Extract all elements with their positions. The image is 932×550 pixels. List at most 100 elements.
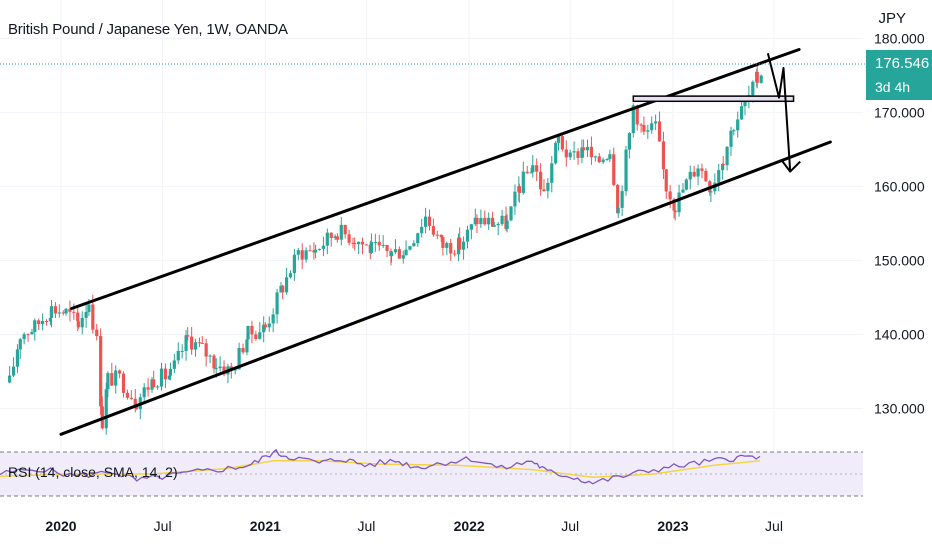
candle-body [704,170,708,182]
candle-body [546,182,550,192]
candle-body [542,189,546,192]
candle-body [186,335,190,337]
candle-body [677,192,681,213]
candle-body [373,241,377,243]
candle-body [585,146,590,151]
time-tick-label: 2020 [45,518,76,534]
candle-body [576,151,580,158]
candle-body [597,156,601,163]
candle-body [347,234,351,243]
candle-body [314,249,318,253]
candle-body [517,186,521,193]
rsi-indicator-label[interactable]: RSI (14, close, SMA, 14, 2) [8,464,178,480]
candle-body [351,242,355,244]
candle-body [496,223,500,226]
candle-body [22,334,26,340]
candle-body [560,136,564,150]
candle-body [654,121,658,124]
price-tick-label: 170.000 [874,104,925,120]
candle-body [743,101,747,107]
candle-body [732,130,736,132]
candle-body [121,373,126,393]
candle-body [688,171,692,180]
candle-body [37,320,41,325]
candle-body [288,273,293,278]
candle-body [95,329,99,337]
candle-body [61,312,65,314]
candle-body [104,389,108,429]
resistance-zone [632,95,795,103]
candle-body [155,386,160,388]
candle-body [529,172,533,174]
candle-body [360,241,365,245]
candle-body [197,342,202,344]
candle-body [168,368,173,376]
price-tick-label: 150.000 [874,252,925,268]
candle-body [487,217,491,225]
candle-body [631,105,635,134]
candle-body [258,332,262,339]
candle-body [684,179,688,190]
candle-body [152,379,156,388]
candle-body [612,154,616,185]
candle-body [673,210,677,213]
candle-body [717,170,721,183]
candle-body [142,387,146,398]
candle-body [312,250,316,253]
candle-body [53,306,58,314]
candle-body [296,250,300,255]
last-price-badge: 176.546 3d 4h [866,50,932,100]
time-tick-label: Jul [154,518,172,534]
candle-body [15,349,20,367]
candle-body [725,146,729,166]
candle-body [475,217,479,225]
candle-body [279,285,283,293]
candle-body [556,136,561,143]
channel-upper-line [70,48,801,310]
candle-body [593,156,597,158]
candle-body [329,232,333,238]
price-tick-label: 140.000 [874,326,925,342]
candle-body [106,373,110,390]
candle-body [237,348,241,370]
candle-body [535,165,539,172]
candle-body [72,311,76,313]
candle-body [721,164,725,171]
candle-body [416,233,420,244]
candle-body [664,169,668,192]
candle-body [190,336,194,350]
candle-body [385,245,389,252]
projection-path [766,52,792,172]
candle-body [635,105,639,125]
candle-body [193,342,198,350]
candle-body [624,149,628,192]
price-tick-label: 160.000 [874,178,925,194]
time-axis[interactable]: 2020 Jul 2021 Jul 2022 Jul 2023 Jul [45,518,783,534]
price-axis[interactable]: 130.000 140.000 150.000 160.000 170.000 180.0… [874,30,925,416]
candle-body [608,154,612,160]
candle-body [650,123,654,131]
candle-body [427,216,432,227]
candle-body [449,243,453,254]
candle-body [30,331,34,335]
candle-body [134,406,138,410]
time-tick-label: Jul [561,518,579,534]
candle-body [49,306,54,318]
candle-body [87,304,91,312]
candle-body [218,366,222,369]
currency-label[interactable]: JPY [878,10,906,27]
candle-body [696,168,700,177]
candle-body [267,323,271,328]
candle-body [11,366,16,376]
candle-body [646,130,650,132]
candle-body [262,324,266,333]
time-tick-label: 2023 [657,518,688,534]
candle-body [521,171,525,193]
candle-body [473,217,477,225]
candle-body [751,81,755,96]
candle-body [353,242,357,245]
candle-body [339,224,343,240]
candle-body [110,373,114,386]
candle-body [263,324,267,328]
candle-body [759,75,763,83]
